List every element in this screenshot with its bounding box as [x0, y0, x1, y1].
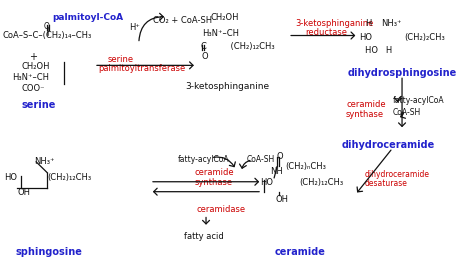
Text: NH: NH	[271, 167, 283, 176]
Text: OH: OH	[18, 188, 30, 197]
Text: (CH₂)ₙCH₃: (CH₂)ₙCH₃	[285, 162, 326, 171]
Text: CH₂OH: CH₂OH	[21, 62, 50, 71]
Text: serine: serine	[21, 100, 55, 110]
Text: CoA-SH: CoA-SH	[247, 155, 275, 164]
Text: (CH₂)₁₂CH₃: (CH₂)₁₂CH₃	[47, 173, 91, 182]
Text: fatty-acylCoA: fatty-acylCoA	[392, 96, 444, 105]
Text: NH₃⁺: NH₃⁺	[34, 157, 55, 166]
Text: 3-ketosphinganine: 3-ketosphinganine	[185, 82, 270, 91]
Text: O: O	[277, 152, 283, 161]
Text: ceramide: ceramide	[275, 248, 326, 257]
Text: reductase: reductase	[305, 28, 347, 37]
Text: dihydroceramide: dihydroceramide	[341, 140, 435, 150]
Text: palmitoyl-CoA: palmitoyl-CoA	[52, 13, 123, 22]
Text: +: +	[29, 52, 36, 62]
Text: synthase: synthase	[346, 110, 384, 119]
Text: (CH₂)₁₂CH₃: (CH₂)₁₂CH₃	[300, 178, 344, 187]
Text: desaturase: desaturase	[365, 179, 408, 188]
Text: H: H	[365, 19, 371, 28]
Text: fatty acid: fatty acid	[183, 233, 223, 241]
Text: C         (CH₂)₁₂CH₃: C (CH₂)₁₂CH₃	[201, 42, 275, 52]
Text: CO₂ + CoA-SH: CO₂ + CoA-SH	[153, 15, 212, 25]
Text: ceramide: ceramide	[346, 100, 386, 109]
Text: H₃N⁺–CH: H₃N⁺–CH	[12, 73, 49, 82]
Text: 3-ketosphinganine: 3-ketosphinganine	[296, 19, 374, 28]
Text: serine: serine	[107, 56, 133, 64]
Text: (CH₂)₂CH₃: (CH₂)₂CH₃	[404, 33, 445, 42]
Text: HO: HO	[4, 173, 18, 182]
Text: H⁺: H⁺	[129, 23, 140, 32]
Text: O: O	[201, 52, 208, 61]
Text: dihydroceramide: dihydroceramide	[365, 170, 430, 179]
Text: H₃N⁺–CH: H₃N⁺–CH	[202, 29, 239, 38]
Text: NH₃⁺: NH₃⁺	[382, 19, 402, 28]
Text: CH₂OH: CH₂OH	[211, 13, 239, 22]
Text: dihydrosphingosine: dihydrosphingosine	[348, 68, 457, 78]
Text: CoA–S–C–(CH₂)₁₄–CH₃: CoA–S–C–(CH₂)₁₄–CH₃	[2, 30, 92, 40]
Text: HO: HO	[359, 33, 372, 42]
Text: ∥: ∥	[46, 26, 50, 36]
Text: ceramide: ceramide	[195, 168, 235, 177]
Text: fatty-acylCoA: fatty-acylCoA	[178, 155, 230, 164]
Text: CoA-SH: CoA-SH	[392, 108, 421, 117]
Text: COO⁻: COO⁻	[21, 84, 45, 93]
Text: ceramidase: ceramidase	[197, 205, 246, 214]
Text: OH: OH	[275, 195, 288, 204]
Text: sphingosine: sphingosine	[16, 248, 82, 257]
Text: palmitoyltransferase: palmitoyltransferase	[98, 64, 185, 73]
Text: synthase: synthase	[195, 178, 233, 187]
Text: HO: HO	[260, 178, 273, 187]
Text: HO   H: HO H	[365, 46, 392, 56]
Text: O: O	[44, 22, 49, 31]
